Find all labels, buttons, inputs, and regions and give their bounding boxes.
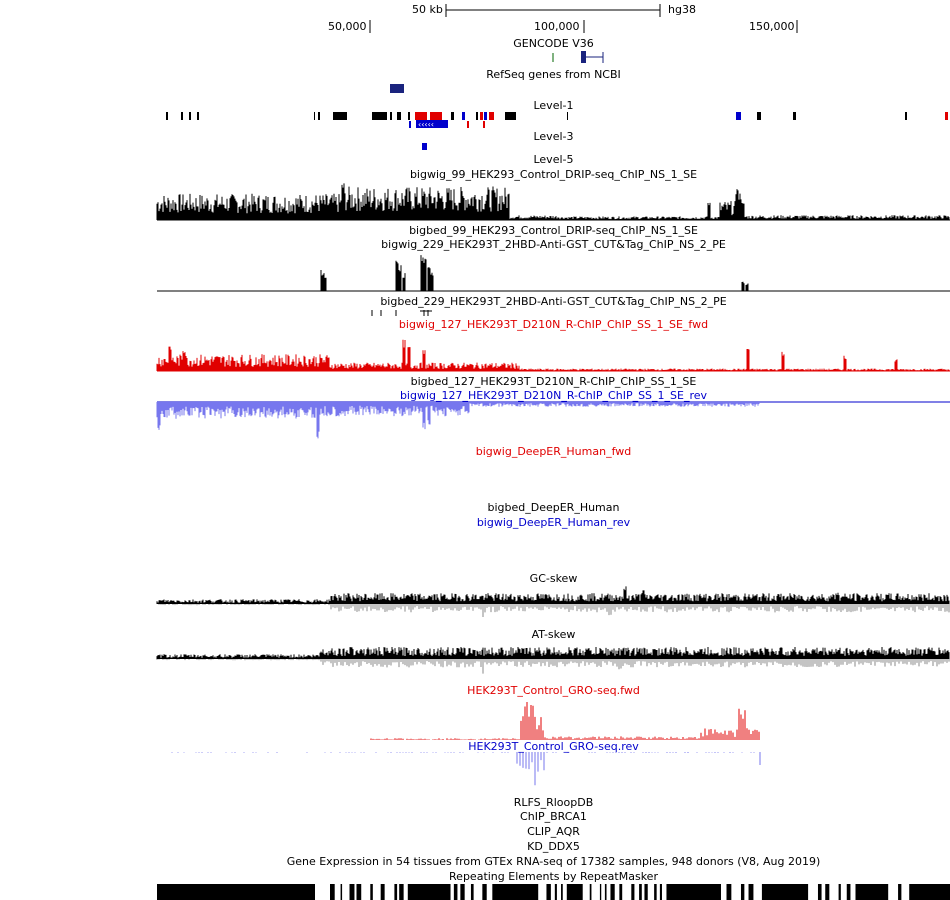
gro-fwd-signal-track[interactable] [370,702,760,740]
track-label-deeper-bigbed[interactable]: bigbed_DeepER_Human [487,501,620,514]
track-label-gro-fwd[interactable]: HEK293T_Control_GRO-seq.fwd [467,684,640,697]
track-label-drip-bigwig[interactable]: bigwig_99_HEK293_Control_DRIP-seq_ChIP_N… [409,168,698,181]
rchip-fwd-signal-track[interactable] [156,339,950,371]
track-label-cuttag-bigwig[interactable]: bigwig_229_HEK293T_2HBD-Anti-GST_CUT&Tag… [381,238,726,251]
gro-rev-signal-track[interactable] [171,752,761,786]
track-label-at-skew[interactable]: AT-skew [531,628,576,641]
ruler-tick-150000: 150,000 [749,20,795,33]
level5-feature[interactable] [422,143,427,150]
track-label-cuttag-bigbed[interactable]: bigbed_229_HEK293T_2HBD-Anti-GST_CUT&Tag… [380,295,727,308]
at-skew-track[interactable] [156,647,950,674]
track-label-kd-ddx5[interactable]: KD_DDX5 [527,840,580,853]
track-label-gro-rev[interactable]: HEK293T_Control_GRO-seq.rev [468,740,639,753]
track-label-deeper-fwd[interactable]: bigwig_DeepER_Human_fwd [475,445,632,458]
track-label-deeper-rev[interactable]: bigwig_DeepER_Human_rev [476,516,631,529]
track-label-chip-brca1[interactable]: ChIP_BRCA1 [520,810,587,823]
rchip-rev-signal-track[interactable] [156,402,760,439]
cuttag-signal-track[interactable] [320,255,749,291]
track-label-refseq[interactable]: RefSeq genes from NCBI [486,68,621,81]
level3-features[interactable]: ‹‹‹‹‹ [409,120,485,129]
level1-features[interactable] [166,112,948,120]
track-label-rchip-fwd[interactable]: bigwig_127_HEK293T_D210N_R-ChIP_ChIP_SS_… [398,318,709,331]
svg-text:‹‹‹‹‹: ‹‹‹‹‹ [418,120,434,129]
track-label-rlfs[interactable]: RLFS_RloopDB [513,796,594,809]
ruler [369,4,798,33]
ruler-tick-100000: 100,000 [534,20,580,33]
assembly-label: hg38 [668,3,696,16]
track-label-level3[interactable]: Level-3 [533,130,574,143]
track-label-gtex[interactable]: Gene Expression in 54 tissues from GTEx … [286,855,821,868]
track-label-level1[interactable]: Level-1 [533,99,574,112]
track-label-drip-bigbed[interactable]: bigbed_99_HEK293_Control_DRIP-seq_ChIP_N… [409,224,698,237]
track-label-gencode[interactable]: GENCODE V36 [513,37,594,50]
track-label-rchip-rev[interactable]: bigwig_127_HEK293T_D210N_R-ChIP_ChIP_SS_… [399,389,708,402]
track-label-clip-aqr[interactable]: CLIP_AQR [527,825,580,838]
gencode-features[interactable] [552,51,604,63]
refseq-gene[interactable] [390,84,404,93]
cuttag-bigbed-features[interactable] [371,310,432,316]
scale-bar-label: 50 kb [412,3,443,16]
ruler-tick-50000: 50,000 [328,20,367,33]
drip-signal-track[interactable] [156,183,950,220]
gc-skew-track[interactable] [156,586,950,618]
track-label-gc-skew[interactable]: GC-skew [529,572,578,585]
track-label-level5[interactable]: Level-5 [533,153,574,166]
track-label-rchip-bigbed[interactable]: bigbed_127_HEK293T_D210N_R-ChIP_ChIP_SS_… [410,375,697,388]
track-label-repeatmasker[interactable]: Repeating Elements by RepeatMasker [449,870,658,883]
repeatmasker-track[interactable] [157,884,950,900]
